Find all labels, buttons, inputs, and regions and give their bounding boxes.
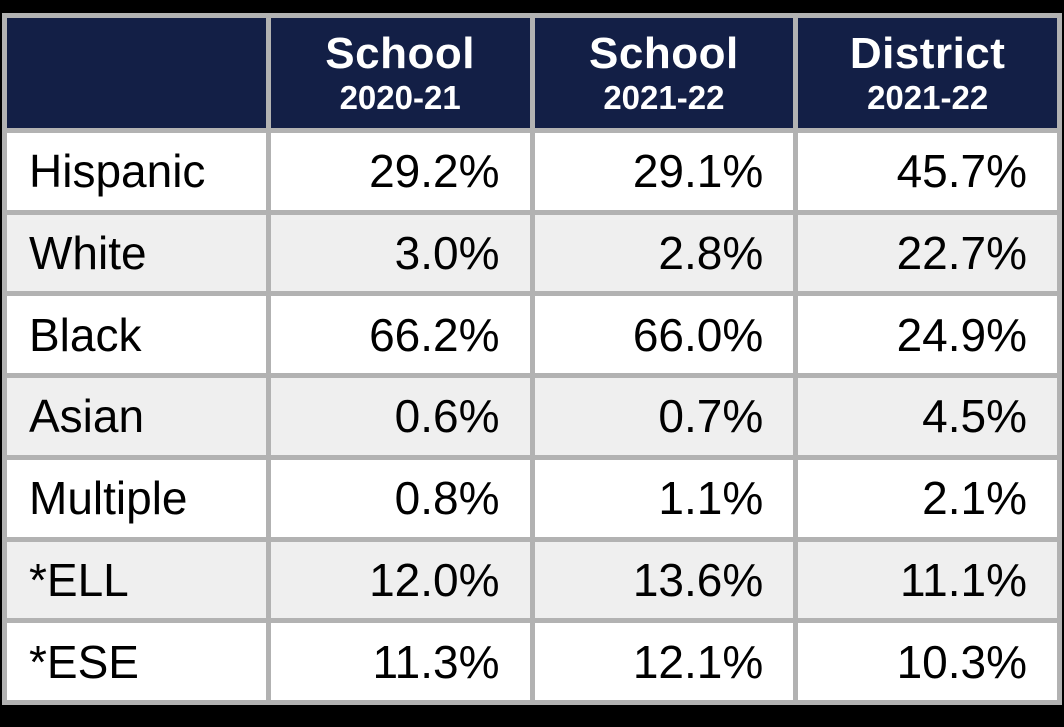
cell-value: 11.1% — [798, 541, 1057, 619]
corner-cell — [7, 18, 266, 128]
cell-value: 22.7% — [798, 214, 1057, 292]
cell-value: 2.1% — [798, 459, 1057, 537]
column-year: 2020-21 — [339, 78, 461, 116]
row-label: White — [7, 214, 266, 292]
column-year: 2021-22 — [603, 78, 725, 116]
cell-value: 0.6% — [270, 378, 530, 455]
column-title: School — [589, 29, 739, 79]
row-label: *ELL — [7, 541, 266, 619]
cell-value: 12.1% — [534, 623, 794, 700]
table-row-multiple: Multiple 0.8% 1.1% 2.1% — [7, 459, 1057, 537]
cell-value: 13.6% — [534, 541, 794, 619]
cell-value: 11.3% — [270, 623, 530, 700]
cell-value: 12.0% — [270, 541, 530, 619]
cell-value: 1.1% — [534, 459, 794, 537]
cell-value: 66.0% — [534, 296, 794, 374]
table-row-ell: *ELL 12.0% 13.6% 11.1% — [7, 541, 1057, 619]
demographics-table: School 2020-21 School 2021-22 District 2… — [2, 13, 1062, 705]
row-label: Asian — [7, 378, 266, 455]
cell-value: 45.7% — [798, 133, 1057, 210]
table-row-white: White 3.0% 2.8% 22.7% — [7, 214, 1057, 292]
column-year: 2021-22 — [867, 78, 989, 116]
header-row: School 2020-21 School 2021-22 District 2… — [7, 18, 1057, 128]
row-label: Black — [7, 296, 266, 374]
row-label: Hispanic — [7, 133, 266, 210]
cell-value: 10.3% — [798, 623, 1057, 700]
cell-value: 4.5% — [798, 378, 1057, 455]
cell-value: 0.8% — [270, 459, 530, 537]
row-label: *ESE — [7, 623, 266, 700]
cell-value: 2.8% — [534, 214, 794, 292]
column-header-school-2021-22: School 2021-22 — [534, 18, 794, 128]
cell-value: 24.9% — [798, 296, 1057, 374]
row-label: Multiple — [7, 459, 266, 537]
cell-value: 66.2% — [270, 296, 530, 374]
cell-value: 3.0% — [270, 214, 530, 292]
column-header-school-2020-21: School 2020-21 — [270, 18, 530, 128]
column-title: School — [325, 29, 475, 79]
table-row-hispanic: Hispanic 29.2% 29.1% 45.7% — [7, 133, 1057, 210]
table-frame: School 2020-21 School 2021-22 District 2… — [2, 13, 1062, 705]
column-title: District — [849, 29, 1006, 79]
cell-value: 0.7% — [534, 378, 794, 455]
table-row-black: Black 66.2% 66.0% 24.9% — [7, 296, 1057, 374]
table-row-ese: *ESE 11.3% 12.1% 10.3% — [7, 623, 1057, 700]
cell-value: 29.1% — [534, 133, 794, 210]
column-header-district-2021-22: District 2021-22 — [798, 18, 1057, 128]
cell-value: 29.2% — [270, 133, 530, 210]
table-row-asian: Asian 0.6% 0.7% 4.5% — [7, 378, 1057, 455]
